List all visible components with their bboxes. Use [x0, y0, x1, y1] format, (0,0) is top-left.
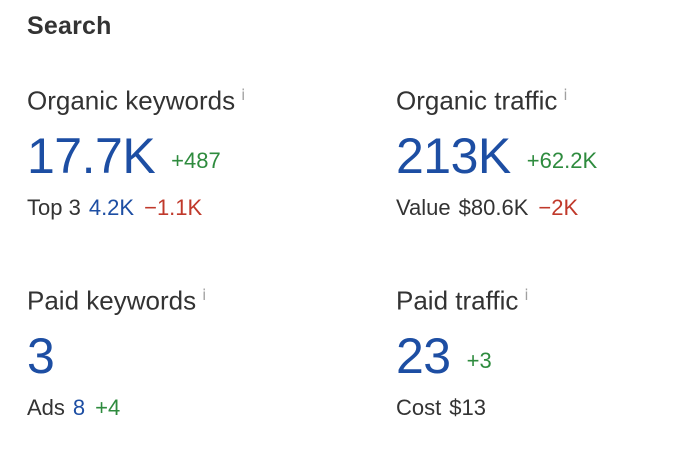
- paid-keywords-sub-row: Ads 8 +4: [27, 394, 327, 422]
- paid-traffic-sub-row: Cost $13: [396, 394, 696, 422]
- info-icon[interactable]: i: [202, 286, 207, 304]
- section-title: Search: [27, 12, 112, 40]
- top3-delta: −1.1K: [144, 194, 203, 220]
- ads-value[interactable]: 8: [72, 394, 86, 420]
- paid-keywords-metric: Paid keywords i 3 Ads 8 +4: [27, 280, 327, 422]
- ads-delta: +4: [95, 394, 121, 420]
- paid-traffic-label: Paid traffic: [396, 285, 519, 316]
- paid-traffic-label-row: Paid traffic i: [396, 280, 696, 316]
- organic-keywords-sub-row: Top 3 4.2K −1.1K: [27, 194, 327, 222]
- ads-label: Ads: [27, 394, 65, 420]
- info-icon[interactable]: i: [241, 86, 246, 104]
- organic-keywords-metric: Organic keywords i 17.7K +487 Top 3 4.2K −1.…: [27, 80, 327, 222]
- organic-traffic-label-row: Organic traffic i: [396, 80, 696, 116]
- info-icon[interactable]: i: [563, 86, 568, 104]
- organic-keywords-label-row: Organic keywords i: [27, 80, 327, 116]
- paid-keywords-value-row: 3: [27, 330, 327, 382]
- paid-traffic-value-row: 23 +3: [396, 330, 696, 382]
- paid-keywords-value[interactable]: 3: [27, 327, 55, 384]
- organic-traffic-value-row: 213K +62.2K: [396, 130, 696, 182]
- paid-traffic-value[interactable]: 23: [396, 327, 451, 384]
- organic-traffic-value[interactable]: 213K: [396, 127, 511, 184]
- paid-keywords-label: Paid keywords: [27, 285, 197, 316]
- paid-traffic-metric: Paid traffic i 23 +3 Cost $13: [396, 280, 696, 422]
- traffic-value-label: Value: [396, 194, 451, 220]
- traffic-value-amount: $80.6K: [458, 194, 529, 220]
- paid-keywords-label-row: Paid keywords i: [27, 280, 327, 316]
- top3-label: Top 3: [27, 194, 81, 220]
- organic-traffic-delta: +62.2K: [526, 147, 598, 173]
- organic-keywords-value-row: 17.7K +487: [27, 130, 327, 182]
- organic-keywords-label: Organic keywords: [27, 85, 236, 116]
- traffic-value-delta: −2K: [538, 194, 579, 220]
- cost-value: $13: [449, 394, 486, 420]
- paid-traffic-delta: +3: [466, 347, 492, 373]
- organic-keywords-value[interactable]: 17.7K: [27, 127, 156, 184]
- organic-traffic-sub-row: Value $80.6K −2K: [396, 194, 696, 222]
- organic-traffic-metric: Organic traffic i 213K +62.2K Value $80.6K −…: [396, 80, 696, 222]
- info-icon[interactable]: i: [524, 286, 529, 304]
- organic-traffic-label: Organic traffic: [396, 85, 558, 116]
- cost-label: Cost: [396, 394, 442, 420]
- top3-value[interactable]: 4.2K: [88, 194, 135, 220]
- organic-keywords-delta: +487: [171, 147, 221, 173]
